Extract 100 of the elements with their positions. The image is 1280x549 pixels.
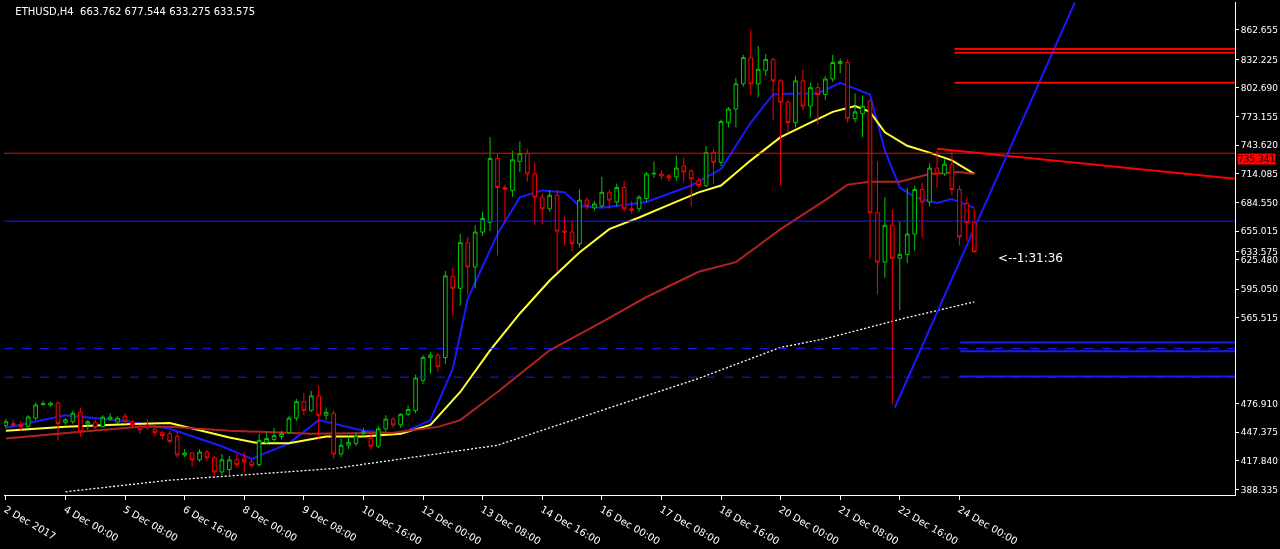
candlestick (428, 351, 433, 375)
candlestick (584, 196, 590, 211)
candlestick (606, 188, 612, 210)
candlestick (614, 183, 620, 207)
candlestick (435, 352, 441, 373)
candlestick (919, 182, 925, 239)
candlestick (636, 194, 642, 213)
line-series (64, 301, 975, 493)
candlestick (666, 173, 672, 183)
candlestick (316, 384, 322, 439)
candlestick (957, 185, 962, 246)
candlestick (368, 433, 374, 450)
candlestick (659, 169, 664, 181)
candlestick (346, 436, 351, 450)
candlestick (159, 430, 165, 440)
candlestick (770, 57, 776, 121)
candlestick (204, 449, 210, 462)
candlestick (688, 168, 694, 207)
candlestick (353, 432, 359, 447)
candlestick (338, 438, 344, 458)
candlestick (271, 427, 277, 442)
candlestick (376, 425, 381, 449)
y-tick-label: 743.620 (1240, 140, 1279, 151)
candlestick (860, 94, 865, 138)
candlestick (755, 45, 761, 98)
candlestick (4, 418, 9, 429)
candlestick (301, 392, 307, 416)
y-tick-label: 565.515 (1240, 312, 1279, 323)
y-tick-label: 802.690 (1240, 83, 1279, 94)
candlestick (92, 419, 98, 431)
candlestick (726, 106, 731, 128)
candlestick (107, 412, 113, 422)
candlestick (256, 433, 262, 468)
candlestick (733, 77, 739, 128)
candlestick (85, 419, 91, 431)
candlestick (673, 155, 679, 182)
candlestick (741, 54, 746, 88)
candlestick (971, 208, 977, 253)
candlestick (420, 354, 426, 385)
candlestick (621, 180, 627, 212)
candlestick (361, 427, 366, 438)
candlestick (70, 409, 76, 425)
candlestick (547, 189, 552, 213)
candlestick (837, 58, 843, 74)
candlestick (457, 233, 463, 307)
candlestick (174, 431, 180, 459)
candlestick (115, 415, 120, 425)
candlestick (212, 455, 217, 476)
candlestick (152, 426, 158, 438)
candlestick (785, 99, 791, 133)
candlestick (815, 82, 821, 125)
candlestick (748, 29, 754, 96)
candlestick (897, 220, 903, 311)
y-tick-label: 655.015 (1240, 226, 1279, 237)
candlestick (539, 192, 545, 225)
candlestick (331, 409, 336, 460)
candlestick (405, 405, 411, 417)
y-tick-label: 684.550 (1240, 197, 1279, 208)
candlestick (487, 136, 493, 232)
candlestick (286, 415, 292, 435)
candlestick (383, 414, 389, 433)
candlestick (443, 270, 448, 365)
candlestick (569, 219, 575, 252)
annotation: <--1:31:36 (998, 251, 1063, 265)
candlestick (137, 424, 143, 435)
candlestick (390, 416, 396, 429)
x-tick-label: 2 Dec 2017 (2, 503, 58, 542)
candlestick (562, 216, 567, 247)
candlestick (882, 196, 888, 279)
y-tick-label: 476.910 (1240, 398, 1279, 409)
candlestick (264, 432, 269, 445)
candlestick (182, 448, 187, 458)
candlestick (219, 453, 225, 476)
candlestick (145, 418, 150, 431)
candlestick (234, 453, 240, 470)
candlestick (10, 419, 16, 428)
y-tick-label: 773.155 (1240, 111, 1279, 122)
chart-title: ETHUSD,H4 663.762 677.544 633.275 633.575 (15, 6, 256, 18)
candlestick (644, 171, 649, 203)
candlestick (532, 162, 538, 226)
candlestick (510, 150, 515, 198)
candlestick (651, 160, 657, 179)
candlestick (323, 406, 329, 421)
candlestick (63, 417, 68, 426)
candlestick (822, 75, 828, 101)
y-tick-label: 388.335 (1240, 484, 1279, 495)
candlestick (763, 53, 769, 77)
candlestick (241, 451, 247, 473)
candlestick (189, 451, 195, 468)
y-tick-label: 447.375 (1240, 427, 1279, 438)
candlestick (130, 419, 135, 429)
candlestick (875, 160, 880, 295)
line-series (4, 170, 976, 440)
candlestick (78, 406, 83, 438)
candlestick (852, 92, 858, 124)
candlestick (964, 196, 970, 242)
candlestick (800, 68, 806, 111)
candlestick (279, 430, 284, 440)
y-tick-label: 417.840 (1240, 456, 1279, 467)
candlestick (599, 176, 605, 209)
